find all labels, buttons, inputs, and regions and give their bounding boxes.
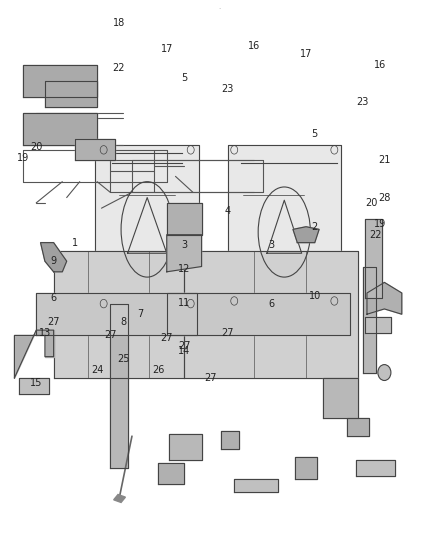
Polygon shape: [114, 495, 125, 503]
Text: 4: 4: [225, 206, 231, 216]
Text: 27: 27: [47, 317, 60, 327]
Text: 15: 15: [30, 378, 42, 388]
Text: 5: 5: [181, 73, 187, 83]
Text: 3: 3: [181, 240, 187, 251]
Text: 11: 11: [178, 297, 190, 308]
Text: 23: 23: [357, 97, 369, 107]
Polygon shape: [23, 113, 97, 144]
Polygon shape: [293, 227, 319, 243]
Polygon shape: [158, 463, 184, 484]
Polygon shape: [14, 330, 53, 378]
Text: 14: 14: [178, 346, 190, 357]
Text: 2: 2: [311, 222, 318, 232]
Text: 12: 12: [178, 264, 191, 274]
Circle shape: [378, 365, 391, 381]
Text: 27: 27: [204, 373, 216, 383]
Text: 27: 27: [222, 328, 234, 338]
Text: 24: 24: [91, 365, 103, 375]
Text: 6: 6: [268, 298, 274, 309]
Polygon shape: [19, 378, 49, 394]
Polygon shape: [356, 460, 395, 476]
Polygon shape: [23, 65, 97, 97]
Text: 10: 10: [309, 290, 321, 301]
Polygon shape: [167, 203, 201, 235]
Polygon shape: [167, 235, 201, 272]
Text: 28: 28: [378, 192, 391, 203]
Text: 19: 19: [17, 153, 29, 163]
Text: 17: 17: [161, 44, 173, 54]
Text: 20: 20: [365, 198, 378, 208]
Polygon shape: [347, 418, 369, 436]
Text: 16: 16: [248, 42, 260, 52]
Text: 21: 21: [378, 156, 391, 165]
Polygon shape: [228, 144, 341, 309]
Text: 5: 5: [311, 129, 318, 139]
Text: 27: 27: [178, 341, 191, 351]
Text: 20: 20: [30, 142, 42, 152]
Text: 16: 16: [374, 60, 386, 70]
Polygon shape: [36, 293, 197, 335]
Polygon shape: [184, 251, 358, 378]
Text: .: .: [218, 4, 220, 10]
Text: 3: 3: [268, 240, 274, 251]
Polygon shape: [367, 282, 402, 314]
Text: 19: 19: [374, 219, 386, 229]
Polygon shape: [45, 81, 97, 108]
Polygon shape: [110, 304, 127, 468]
Text: 23: 23: [222, 84, 234, 94]
Text: 22: 22: [113, 63, 125, 72]
Polygon shape: [363, 266, 376, 373]
Polygon shape: [323, 378, 358, 418]
Text: 27: 27: [104, 330, 117, 341]
Text: 26: 26: [152, 365, 164, 375]
Text: 6: 6: [50, 293, 57, 303]
Polygon shape: [221, 431, 239, 449]
Polygon shape: [234, 479, 278, 492]
Text: 25: 25: [117, 354, 130, 364]
Text: 7: 7: [138, 309, 144, 319]
Polygon shape: [295, 457, 317, 479]
Polygon shape: [75, 139, 115, 160]
Text: 17: 17: [300, 50, 312, 59]
Polygon shape: [53, 251, 184, 378]
Polygon shape: [41, 243, 67, 272]
Polygon shape: [365, 219, 382, 298]
Polygon shape: [365, 317, 391, 333]
Text: 1: 1: [72, 238, 78, 248]
Text: 13: 13: [39, 328, 51, 338]
Text: 9: 9: [50, 256, 57, 266]
Text: 22: 22: [369, 230, 382, 240]
Polygon shape: [167, 293, 350, 335]
Polygon shape: [95, 144, 199, 319]
Text: 27: 27: [160, 333, 173, 343]
Polygon shape: [169, 433, 201, 460]
Text: 8: 8: [120, 317, 126, 327]
Text: 18: 18: [113, 18, 125, 28]
